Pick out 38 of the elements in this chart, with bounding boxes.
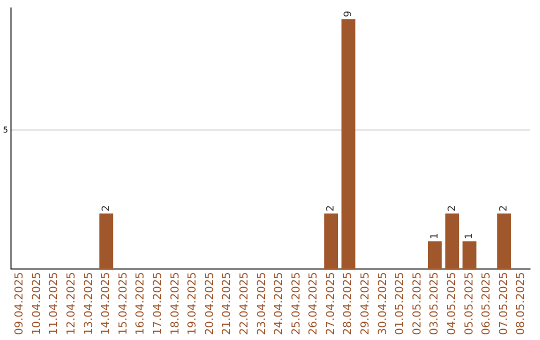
data-label: 2 xyxy=(446,205,458,212)
x-tick-label: 22.04.2025 xyxy=(237,272,250,336)
x-tick-label: 05.05.2025 xyxy=(462,272,476,336)
x-tick-label: 21.04.2025 xyxy=(220,272,234,336)
x-tick-label: 17.04.2025 xyxy=(150,272,164,336)
data-label: 2 xyxy=(326,205,337,212)
x-tick-label: 12.04.2025 xyxy=(64,272,78,336)
x-tick-label: 07.05.2025 xyxy=(496,272,510,336)
x-tick-label: 28.04.2025 xyxy=(341,272,354,336)
y-tick-label: 5 xyxy=(2,125,8,134)
data-label: 9 xyxy=(342,10,354,18)
x-tick-label: 04.05.2025 xyxy=(445,272,458,336)
data-label: 1 xyxy=(464,232,476,240)
x-tick-label: 16.04.2025 xyxy=(134,272,147,336)
data-label: 2 xyxy=(498,205,510,212)
x-tick-label: 11.04.2025 xyxy=(47,272,60,336)
x-tick-label: 30.04.2025 xyxy=(376,272,389,336)
x-tick-label: 19.04.2025 xyxy=(186,272,199,336)
x-tick-label: 23.04.2025 xyxy=(254,272,268,336)
x-tick-label: 08.05.2025 xyxy=(514,272,528,336)
x-tick-label: 29.04.2025 xyxy=(358,272,372,336)
x-tick-label: 26.04.2025 xyxy=(306,272,320,336)
x-tick-label: 15.04.2025 xyxy=(116,272,130,336)
x-tick-label: 03.05.2025 xyxy=(428,272,441,336)
data-label: 2 xyxy=(100,205,112,212)
x-tick-label: 14.04.2025 xyxy=(99,272,112,336)
x-tick-label: 02.05.2025 xyxy=(410,272,424,336)
data-label: 1 xyxy=(429,232,440,240)
x-tick-label: 01.05.2025 xyxy=(393,272,406,336)
x-tick-label: 18.04.2025 xyxy=(168,272,182,336)
x-tick-label: 06.05.2025 xyxy=(480,272,493,336)
x-tick-label: 13.04.2025 xyxy=(82,272,95,336)
x-tick-label: 24.04.2025 xyxy=(272,272,286,336)
x-tick-label: 09.04.2025 xyxy=(12,272,26,336)
x-tick-label: 25.04.2025 xyxy=(289,272,302,336)
x-tick-label: 10.04.2025 xyxy=(30,272,43,336)
x-tick-label: 27.04.2025 xyxy=(324,272,337,336)
x-tick-label: 20.04.2025 xyxy=(202,272,216,336)
